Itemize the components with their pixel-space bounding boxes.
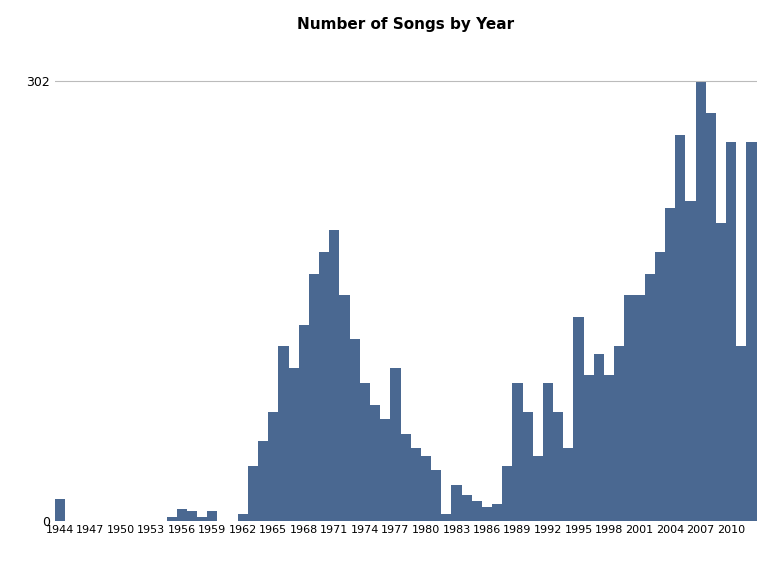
Bar <box>543 383 553 521</box>
Bar <box>187 511 197 521</box>
Bar <box>258 441 268 521</box>
Bar <box>411 448 421 521</box>
Bar <box>583 375 594 521</box>
Bar <box>746 142 757 521</box>
Bar <box>655 252 665 521</box>
Bar <box>604 375 614 521</box>
Bar <box>716 222 726 521</box>
Bar <box>421 456 431 521</box>
Bar <box>686 201 696 521</box>
Bar <box>462 495 472 521</box>
Bar <box>390 368 400 521</box>
Bar <box>523 412 533 521</box>
Bar <box>329 230 339 521</box>
Bar <box>370 405 380 521</box>
Bar <box>624 295 634 521</box>
Bar <box>380 419 390 521</box>
Bar <box>502 466 512 521</box>
Bar <box>512 383 523 521</box>
Bar <box>533 456 543 521</box>
Bar <box>634 295 645 521</box>
Bar <box>665 208 675 521</box>
Bar <box>349 339 360 521</box>
Bar <box>268 412 278 521</box>
Bar <box>207 511 218 521</box>
Bar <box>289 368 299 521</box>
Bar <box>594 354 604 521</box>
Bar <box>360 383 370 521</box>
Bar <box>197 516 207 521</box>
Bar <box>472 501 482 521</box>
Bar <box>452 485 462 521</box>
Bar <box>299 324 309 521</box>
Bar <box>706 113 716 521</box>
Bar <box>726 142 736 521</box>
Bar <box>492 504 502 521</box>
Bar <box>645 273 655 521</box>
Bar <box>238 514 248 521</box>
Bar <box>278 346 289 521</box>
Bar <box>166 516 177 521</box>
Bar <box>482 507 492 521</box>
Bar <box>573 317 583 521</box>
Bar <box>339 295 349 521</box>
Title: Number of Songs by Year: Number of Songs by Year <box>297 17 514 32</box>
Bar <box>309 273 319 521</box>
Bar <box>614 346 624 521</box>
Bar <box>675 135 686 521</box>
Bar <box>400 434 411 521</box>
Bar <box>441 514 452 521</box>
Bar <box>553 412 563 521</box>
Bar <box>696 81 706 521</box>
Bar <box>431 470 441 521</box>
Bar <box>563 448 573 521</box>
Bar <box>319 252 329 521</box>
Bar <box>177 510 187 521</box>
Bar <box>736 346 746 521</box>
Bar <box>248 466 258 521</box>
Bar <box>55 499 65 521</box>
